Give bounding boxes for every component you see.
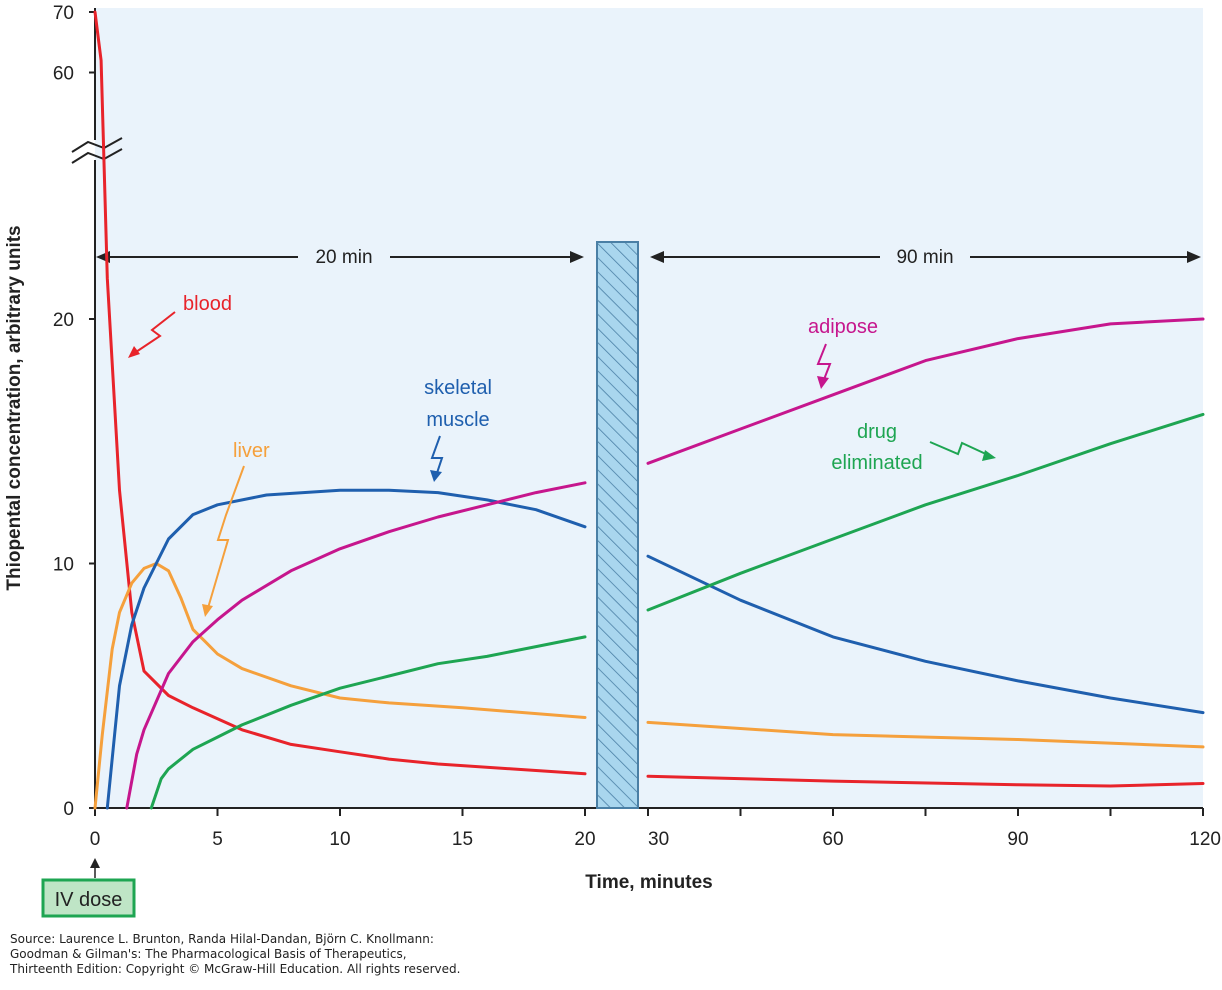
span-20min-label: 20 min (315, 247, 372, 268)
label-muscle: muscle (426, 409, 489, 431)
span-90min-arrowhead-right (1187, 251, 1201, 263)
y-tick-label-20: 20 (53, 310, 74, 331)
source-line-2: Goodman & Gilman's: The Pharmacological … (10, 947, 407, 961)
y-axis-title: Thiopental concentration, arbitrary unit… (4, 225, 25, 590)
series-skeletal-muscle-right (646, 554, 1205, 715)
x-tick-label-120: 120 (1189, 829, 1221, 850)
adipose-callout-arrowhead (817, 376, 829, 389)
span-90min-label: 90 min (896, 247, 953, 268)
plot-background (95, 8, 1203, 808)
source-line-3: Thirteenth Edition: Copyright © McGraw-H… (10, 962, 461, 976)
series-lines (93, 10, 1205, 810)
skeletal-callout-arrow (430, 435, 444, 477)
label-eliminated: eliminated (831, 452, 922, 474)
span-20min-arrowhead-right (570, 251, 584, 263)
label-skeletal: skeletal (424, 377, 492, 399)
blood-callout-arrowhead (128, 346, 140, 358)
series-adipose-right (646, 317, 1205, 465)
span-arrows: 20 min 90 min (96, 247, 1201, 268)
skeletal-callout-arrowhead (430, 470, 442, 482)
series-drug-eliminated-left (149, 635, 587, 810)
liver-callout-arrow (207, 465, 245, 609)
iv-dose-label: IV dose (55, 889, 123, 911)
x-axis-title: Time, minutes (585, 872, 712, 893)
x-axis-break-bar (596, 241, 639, 809)
drug-callout-arrowhead (982, 450, 996, 461)
series-skeletal-muscle-left (105, 488, 587, 810)
y-axis-break-mark (71, 137, 123, 164)
drug-callout-arrow (929, 441, 989, 456)
span-90min-arrowhead-left (650, 251, 664, 263)
x-tick-label-0: 0 (90, 829, 101, 850)
blood-callout-arrow (132, 311, 176, 355)
x-tick-label-90: 90 (1007, 829, 1028, 850)
label-liver: liver (233, 440, 270, 462)
series-blood-right (646, 774, 1205, 788)
adipose-callout-arrow (816, 343, 832, 383)
x-tick-label-30: 30 (648, 829, 669, 850)
series-liver-left (93, 562, 587, 810)
series-liver-right (646, 720, 1205, 749)
y-tick-label-10: 10 (53, 555, 74, 576)
label-drug: drug (857, 421, 897, 443)
chart: 0 10 20 60 70 0 5 10 15 20 30 60 90 120 20 min 90 min… (4, 3, 1221, 918)
y-tick-label-70: 70 (53, 3, 74, 24)
y-tick-label-60: 60 (53, 64, 74, 85)
iv-dose-arrowhead (90, 858, 100, 868)
ticks: 0 10 20 60 70 0 5 10 15 20 30 60 90 120 (53, 3, 1221, 850)
source-line-1: Source: Laurence L. Brunton, Randa Hilal… (10, 932, 434, 946)
source-citation: Source: Laurence L. Brunton, Randa Hilal… (10, 932, 730, 977)
series-adipose-left (125, 481, 587, 810)
x-tick-label-20: 20 (574, 829, 595, 850)
label-adipose: adipose (808, 316, 878, 338)
x-tick-label-10: 10 (329, 829, 350, 850)
y-tick-label-0: 0 (63, 799, 74, 820)
x-tick-label-15: 15 (452, 829, 473, 850)
liver-callout-arrowhead (202, 604, 213, 617)
iv-dose-box (41, 878, 136, 918)
x-tick-label-60: 60 (822, 829, 843, 850)
series-blood-left (93, 10, 587, 776)
series-drug-eliminated-right (646, 412, 1205, 612)
callouts: blood liver skeletal muscle adipose drug… (128, 293, 996, 617)
x-tick-label-5: 5 (212, 829, 223, 850)
label-blood: blood (183, 293, 232, 315)
iv-dose-marker: IV dose (41, 858, 136, 918)
